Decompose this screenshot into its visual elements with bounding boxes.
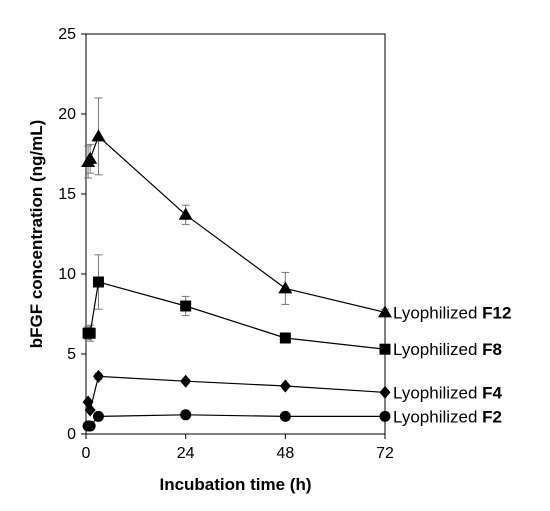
data-point-square bbox=[92, 276, 104, 288]
y-tick-label: 20 bbox=[58, 106, 76, 123]
x-axis: 0 24 48 72 bbox=[82, 434, 394, 462]
series-label-prefix: Lyophilized bbox=[393, 383, 482, 402]
plot-area bbox=[85, 33, 386, 435]
y-tick-label: 15 bbox=[58, 186, 76, 203]
series-label-id: F8 bbox=[482, 340, 502, 359]
data-point-circle bbox=[379, 410, 391, 422]
plot-frame bbox=[85, 33, 386, 435]
data-point-triangle bbox=[83, 151, 98, 164]
series-label: Lyophilized F12 bbox=[393, 303, 511, 322]
y-tick-label: 25 bbox=[58, 26, 76, 43]
data-point-diamond bbox=[279, 379, 291, 393]
y-tick-label: 5 bbox=[67, 346, 76, 363]
data-point-circle bbox=[279, 410, 291, 422]
x-tick-label: 48 bbox=[276, 445, 294, 462]
series-label-prefix: Lyophilized bbox=[393, 340, 482, 359]
data-point-circle bbox=[84, 420, 96, 432]
data-point-square bbox=[379, 343, 391, 355]
data-point-diamond bbox=[379, 385, 391, 399]
data-point-square bbox=[180, 300, 192, 312]
data-point-diamond bbox=[180, 374, 192, 388]
y-tick-label: 0 bbox=[67, 426, 76, 443]
data-point-triangle bbox=[278, 281, 293, 294]
data-point-diamond bbox=[92, 369, 104, 383]
data-point-circle bbox=[180, 409, 192, 421]
series-label-id: F4 bbox=[482, 383, 502, 402]
series-label-prefix: Lyophilized bbox=[393, 407, 482, 426]
data-point-diamond bbox=[84, 403, 96, 417]
data-point-triangle bbox=[91, 129, 106, 142]
series-layer bbox=[81, 97, 392, 432]
x-tick-label: 0 bbox=[82, 445, 91, 462]
series-line bbox=[88, 281, 386, 350]
x-tick-label: 72 bbox=[376, 445, 394, 462]
data-point-triangle bbox=[178, 207, 193, 220]
series-line bbox=[87, 375, 386, 411]
series-line bbox=[87, 135, 386, 313]
x-tick-label: 24 bbox=[177, 445, 195, 462]
x-axis-title: Incubation time (h) bbox=[159, 475, 311, 494]
series-label: Lyophilized F2 bbox=[393, 407, 502, 426]
y-axis: 0 5 10 15 20 25 bbox=[58, 26, 86, 443]
data-point-square bbox=[84, 327, 96, 339]
data-point-triangle bbox=[378, 305, 392, 318]
series-label: Lyophilized F4 bbox=[393, 383, 503, 402]
series-label: Lyophilized F8 bbox=[393, 340, 502, 359]
series-line bbox=[88, 414, 385, 427]
y-axis-title: bFGF concentration (ng/mL) bbox=[27, 120, 46, 349]
series-F4 bbox=[82, 369, 391, 417]
data-point-circle bbox=[92, 410, 104, 422]
series-label-id: F2 bbox=[482, 407, 502, 426]
series-F12 bbox=[81, 97, 392, 318]
series-F2 bbox=[82, 409, 391, 432]
series-F8 bbox=[82, 254, 391, 355]
data-point-square bbox=[279, 332, 291, 344]
series-label-id: F12 bbox=[482, 303, 511, 322]
series-label-prefix: Lyophilized bbox=[393, 303, 482, 322]
y-tick-label: 10 bbox=[58, 266, 76, 283]
